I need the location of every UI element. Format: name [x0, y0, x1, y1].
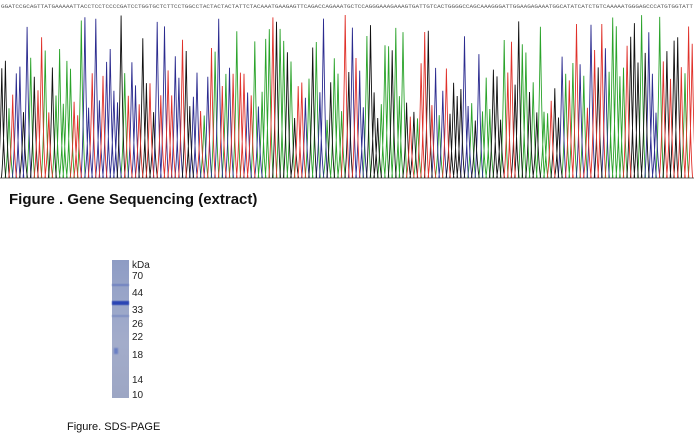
- marker-label: 70: [132, 271, 144, 282]
- gel-band: [112, 315, 129, 317]
- trace-g: [0, 15, 683, 179]
- marker-label: 22: [132, 332, 144, 343]
- chromatogram-traces: [0, 14, 694, 179]
- trace-a: [4, 15, 690, 179]
- gel-band-main: [112, 301, 129, 305]
- trace-c: [11, 17, 661, 179]
- marker-label: 10: [132, 390, 144, 401]
- trace-t: [8, 14, 694, 179]
- marker-label: 14: [132, 375, 144, 386]
- kda-unit-label: kDa: [132, 260, 150, 271]
- marker-label: 26: [132, 319, 144, 330]
- marker-label: 44: [132, 288, 144, 299]
- sds-page-gel-lane: [112, 260, 129, 398]
- marker-label: 33: [132, 305, 144, 316]
- sequencing-chromatogram: GGATCCGCAGTTATGAAAAATTACCTCCTCCCCGATCCTG…: [0, 4, 694, 179]
- gel-band: [112, 284, 129, 286]
- marker-label: 18: [132, 350, 144, 361]
- sequencing-figure-caption: Figure . Gene Sequencing (extract): [9, 191, 258, 208]
- gel-spot: [114, 348, 118, 354]
- sds-page-figure-caption: Figure. SDS-PAGE: [67, 421, 161, 433]
- base-call-sequence: GGATCCGCAGTTATGAAAAATTACCTCCTCCCCGATCCTG…: [1, 4, 693, 10]
